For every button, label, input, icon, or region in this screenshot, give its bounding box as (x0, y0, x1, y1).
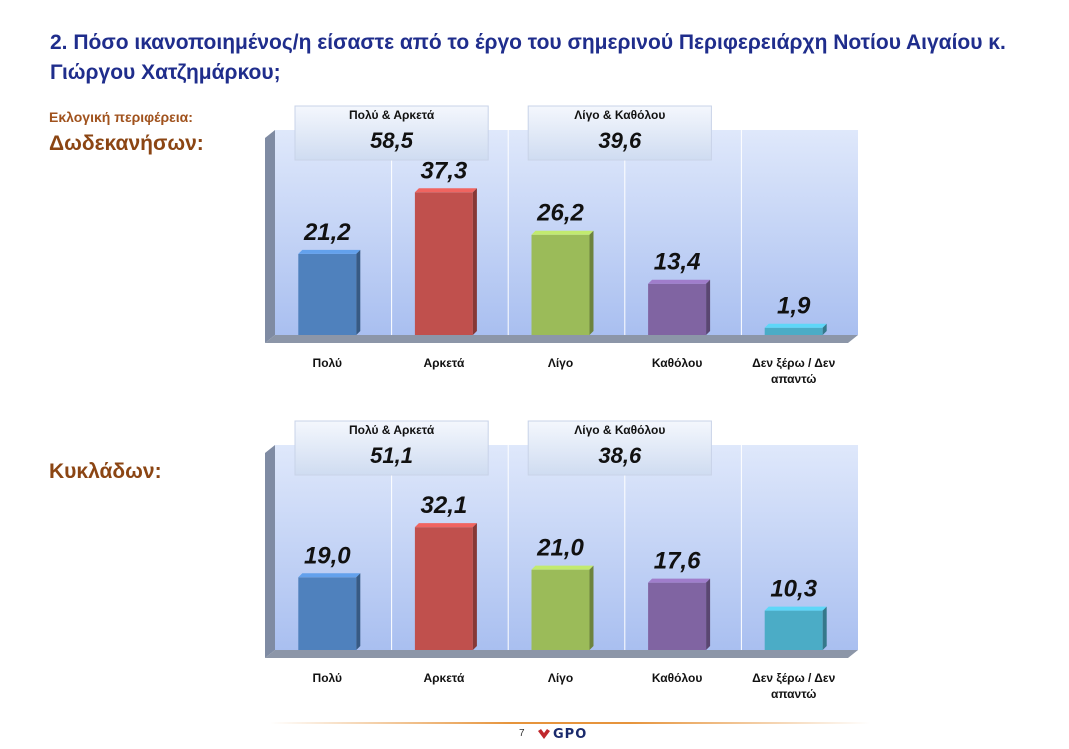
category-label: Καθόλου (651, 356, 703, 370)
region-name-dodecanese: Δωδεκανήσων: (49, 132, 204, 155)
bar-2 (531, 230, 594, 335)
summary-box-value: 51,1 (370, 443, 413, 468)
chart-cyclades: 19,0 32,1 21,0 17,6 10,3 Πολύ & Αρκετά 51,1 Λίγ… (0, 415, 1069, 745)
bar-value-label: 17,6 (654, 548, 701, 575)
bar-value-label: 32,1 (421, 492, 468, 519)
summary-box-value: 38,6 (598, 443, 642, 468)
summary-box-label: Πολύ & Αρκετά (349, 108, 435, 122)
bar-value-label: 21,2 (303, 219, 351, 246)
bar-4 (764, 606, 827, 650)
category-label: Καθόλου (651, 671, 703, 685)
category-label: Πολύ (312, 356, 343, 370)
bar-2 (531, 565, 594, 650)
summary-box-value: 39,6 (598, 128, 642, 153)
summary-box-1: Λίγο & Καθόλου 38,6 (527, 420, 712, 476)
category-label: Δεν ξέρω / Δεν απαντώ (752, 671, 836, 701)
category-label: Δεν ξέρω / Δεν απαντώ (752, 356, 836, 386)
summary-box-label: Πολύ & Αρκετά (349, 423, 435, 437)
page-number: 7 (519, 728, 525, 739)
bar-value-label: 1,9 (777, 293, 811, 320)
summary-box-0: Πολύ & Αρκετά 51,1 (294, 420, 489, 476)
summary-box-label: Λίγο & Καθόλου (574, 108, 665, 122)
region-caption: Εκλογική περιφέρεια: (49, 109, 193, 125)
category-label: Πολύ (312, 671, 343, 685)
bar-4 (764, 323, 827, 335)
footer-divider (270, 722, 870, 724)
plot-floor (265, 650, 858, 658)
bar-0 (298, 573, 361, 650)
summary-box-0: Πολύ & Αρκετά 58,5 (294, 105, 489, 161)
summary-box-1: Λίγο & Καθόλου 39,6 (527, 105, 712, 161)
logo-text: GPO (553, 726, 588, 742)
plot-side-wall (265, 130, 275, 343)
region-name-cyclades: Κυκλάδων: (49, 460, 162, 483)
plot-floor (265, 335, 858, 343)
bar-3 (648, 578, 711, 650)
bar-value-label: 26,2 (536, 200, 584, 227)
logo-mark-icon (538, 729, 550, 739)
bar-1 (414, 188, 477, 335)
summary-box-label: Λίγο & Καθόλου (574, 423, 665, 437)
bar-1 (414, 523, 477, 650)
chart-dodecanese: 21,2 37,3 26,2 13,4 1,9 Πολύ & Αρκετά 58,5 Λίγο… (0, 100, 1069, 430)
chart-svg-dodecanese: 21,2 37,3 26,2 13,4 1,9 Πολύ & Αρκετά 58,5 Λίγο… (265, 105, 858, 343)
chart-svg-cyclades: 19,0 32,1 21,0 17,6 10,3 Πολύ & Αρκετά 51,1 Λίγ… (265, 420, 858, 658)
bar-value-label: 19,0 (304, 542, 351, 569)
summary-box-value: 58,5 (370, 128, 414, 153)
bar-value-label: 37,3 (421, 157, 468, 184)
category-label: Λίγο (547, 356, 574, 370)
bar-value-label: 21,0 (536, 535, 584, 562)
plot-side-wall (265, 445, 275, 658)
bar-0 (298, 249, 361, 335)
bar-value-label: 13,4 (654, 249, 701, 276)
category-label: Αρκετά (423, 671, 465, 685)
page-title: 2. Πόσο ικανοποιημένος/η είσαστε από το … (50, 31, 1006, 84)
category-label: Λίγο (547, 671, 574, 685)
bar-value-label: 10,3 (770, 576, 817, 603)
gpo-logo: GPO (538, 726, 588, 742)
bar-3 (648, 279, 711, 335)
category-label: Αρκετά (423, 356, 465, 370)
